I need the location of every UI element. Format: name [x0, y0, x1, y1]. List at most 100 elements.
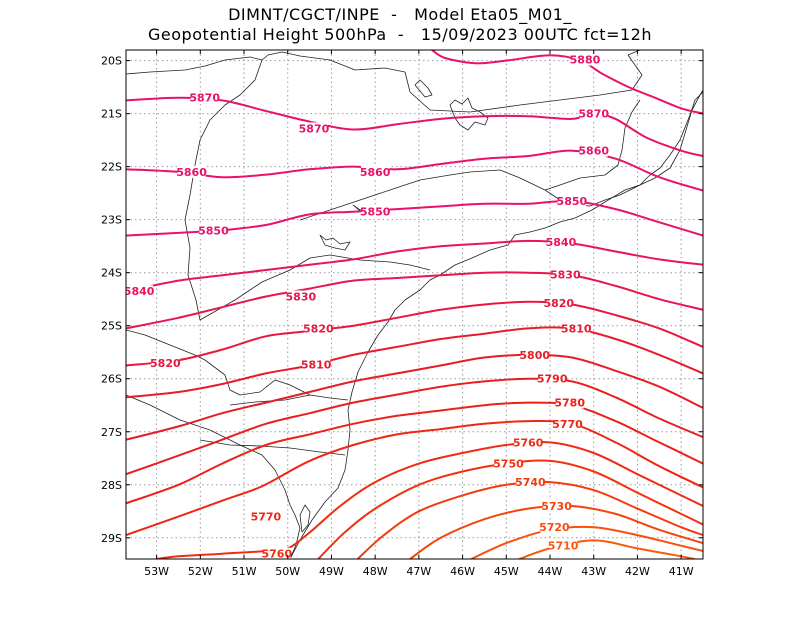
- contour-label-bg: [570, 53, 599, 66]
- contour-label-bg: [546, 235, 575, 248]
- y-tick-label: 21S: [101, 108, 122, 121]
- reservoir-2: [319, 234, 351, 251]
- contour-label-bg: [549, 539, 578, 552]
- contour-label-5780: 5780: [554, 397, 585, 410]
- pr-sc-border: [229, 394, 311, 406]
- y-tick-label: 27S: [101, 426, 122, 439]
- contour-label-5830: 5830: [550, 268, 581, 281]
- contour-label-bg: [555, 396, 584, 409]
- x-tick-label: 46W: [450, 565, 475, 578]
- contour-label-bg: [151, 356, 180, 369]
- contour-label-5850: 5850: [360, 206, 391, 219]
- contour-label-bg: [302, 358, 331, 371]
- contour-5710: [518, 539, 696, 559]
- lagoa-dos-patos: [299, 504, 311, 533]
- x-tick-label: 48W: [363, 565, 388, 578]
- contour-label-bg: [538, 372, 567, 385]
- contour-label-bg: [177, 165, 206, 178]
- contour-label-5800: 5800: [519, 349, 550, 362]
- contour-5780: [126, 401, 703, 505]
- reservoir-1: [414, 79, 433, 98]
- contour-label-5810: 5810: [301, 358, 332, 371]
- rs-uruguay-border: [274, 469, 301, 559]
- contour-5880: [431, 50, 703, 115]
- map-title-line-2: Geopotential Height 500hPa - 15/09/2023 …: [148, 25, 652, 44]
- contour-label-bg: [361, 165, 390, 178]
- map-title-line-1: DIMNT/CGCT/INPE - Model Eta05_M01_: [228, 5, 572, 24]
- contour-label-bg: [494, 457, 523, 470]
- axis-ticks: 53W 52W 51W 50W 49W 48W 47W 46W 45W 44W 43W 42W 41W 2…: [101, 50, 703, 578]
- x-tick-label: 44W: [538, 565, 563, 578]
- contour-label-5770: 5770: [552, 418, 583, 431]
- x-tick-label: 52W: [188, 565, 213, 578]
- contour-label-5820: 5820: [303, 322, 334, 335]
- x-tick-label: 50W: [275, 565, 300, 578]
- y-tick-label: 26S: [101, 373, 122, 386]
- x-tick-label: 43W: [581, 565, 606, 578]
- contour-label-5840: 5840: [124, 285, 155, 298]
- contour-5820: [126, 300, 703, 367]
- y-tick-label: 28S: [101, 479, 122, 492]
- contour-5750: [317, 459, 703, 559]
- contour-5790: [126, 377, 703, 476]
- state-border-sp-pr: [199, 254, 431, 321]
- state-border-mg-es: [544, 99, 641, 191]
- contour-label-bg: [520, 348, 549, 361]
- contour-label-5750: 5750: [493, 458, 524, 471]
- contour-label-5850: 5850: [198, 224, 229, 237]
- lat-lon-grid: [126, 50, 703, 559]
- contour-label-bg: [126, 285, 154, 298]
- contour-5860: [126, 149, 703, 192]
- x-tick-label: 49W: [319, 565, 344, 578]
- contour-label-5760: 5760: [513, 436, 544, 449]
- contour-label-bg: [304, 322, 333, 335]
- brazil-coast: [289, 89, 703, 559]
- contour-label-bg: [286, 290, 315, 303]
- y-tick-label: 29S: [101, 532, 122, 545]
- contour-label-bg: [262, 547, 291, 559]
- contour-5830: [126, 271, 703, 330]
- y-tick-label: 25S: [101, 320, 122, 333]
- contour-5840: [126, 239, 703, 293]
- lake-furnas: [449, 97, 489, 131]
- contour-5870: [126, 96, 703, 157]
- contour-5810: [126, 326, 703, 399]
- x-tick-label: 51W: [232, 565, 257, 578]
- argentina-border: [126, 394, 276, 471]
- x-tick-label: 41W: [669, 565, 694, 578]
- contour-label-5880: 5880: [570, 54, 601, 67]
- contour-label-bg: [542, 499, 571, 512]
- es-coast: [639, 91, 703, 186]
- plot-frame: [125, 49, 704, 560]
- contour-label-bg: [579, 107, 608, 120]
- contour-label-bg: [361, 205, 390, 218]
- contour-5800: [126, 353, 703, 441]
- x-tick-label: 53W: [144, 565, 169, 578]
- y-tick-label: 22S: [101, 161, 122, 174]
- x-tick-label: 45W: [494, 565, 519, 578]
- contour-label-bg: [544, 296, 573, 309]
- contour-label-bg: [190, 91, 219, 104]
- contour-label-5810: 5810: [561, 322, 592, 335]
- contour-label-5850: 5850: [557, 195, 588, 208]
- contour-label-bg: [579, 144, 608, 157]
- state-border-sp-mg: [299, 169, 546, 221]
- contour-label-5770: 5770: [251, 511, 282, 524]
- contour-label-5740: 5740: [515, 476, 546, 489]
- contour-5740: [356, 480, 703, 559]
- contour-label-5870: 5870: [578, 108, 609, 121]
- contour-5760: [155, 440, 703, 559]
- contour-label-5860: 5860: [360, 166, 391, 179]
- contour-label-bg: [514, 436, 543, 449]
- contour-label-bg: [551, 268, 580, 281]
- contour-label-5820: 5820: [150, 357, 181, 370]
- sc-rs-border: [199, 439, 346, 456]
- x-tick-label: 42W: [625, 565, 650, 578]
- contour-label-5860: 5860: [176, 166, 207, 179]
- contour-label-bg: [562, 322, 591, 335]
- state-border-goias: [261, 51, 406, 73]
- contour-label-5730: 5730: [541, 500, 572, 513]
- state-border-ms-mt: [126, 56, 263, 75]
- state-border-ms-sp: [184, 59, 263, 321]
